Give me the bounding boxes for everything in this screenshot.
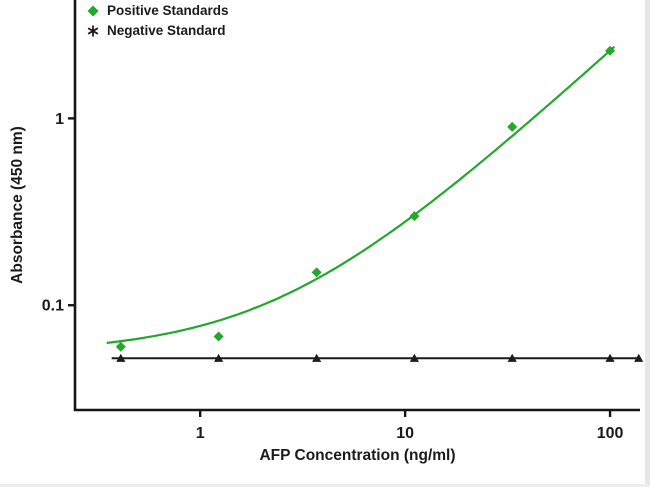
positive-standard-point — [409, 211, 420, 222]
legend: Positive Standards Negative Standard — [86, 3, 229, 38]
star-marker-icon — [87, 25, 99, 36]
positive-standard-point — [311, 267, 322, 278]
positive-standard-point — [213, 331, 224, 342]
image-edge-right — [645, 0, 650, 487]
x-tick-label: 10 — [396, 425, 414, 442]
x-tick-label: 1 — [196, 425, 205, 442]
negative-standard-point — [507, 353, 517, 362]
axes — [73, 0, 640, 412]
image-edge-bottom — [0, 484, 650, 487]
positive-standards-curve — [106, 45, 616, 344]
positive-standard-point — [605, 45, 616, 56]
x-axis-title: AFP Concentration (ng/ml) — [259, 447, 456, 464]
y-tick-label: 1 — [55, 111, 64, 128]
negative-standard-point — [312, 353, 322, 362]
negative-standard-point — [116, 353, 126, 362]
y-axis-title: Absorbance (450 nm) — [9, 126, 26, 284]
negative-standard-point — [605, 353, 615, 362]
legend-label-negative-standard: Negative Standard — [107, 23, 226, 38]
legend-item-negative-standard: Negative Standard — [86, 23, 229, 38]
y-tick-label: 0.1 — [42, 298, 64, 315]
legend-label-positive-standards: Positive Standards — [107, 3, 229, 18]
negative-standard-point — [214, 353, 224, 362]
positive-standard-point — [115, 341, 126, 352]
negative-standard-point — [409, 353, 420, 362]
negative-standard-point — [634, 353, 644, 362]
diamond-marker-icon — [87, 5, 99, 16]
positive-standard-point — [507, 121, 518, 132]
legend-item-positive-standards: Positive Standards — [86, 3, 229, 18]
x-tick-label: 100 — [597, 425, 624, 442]
